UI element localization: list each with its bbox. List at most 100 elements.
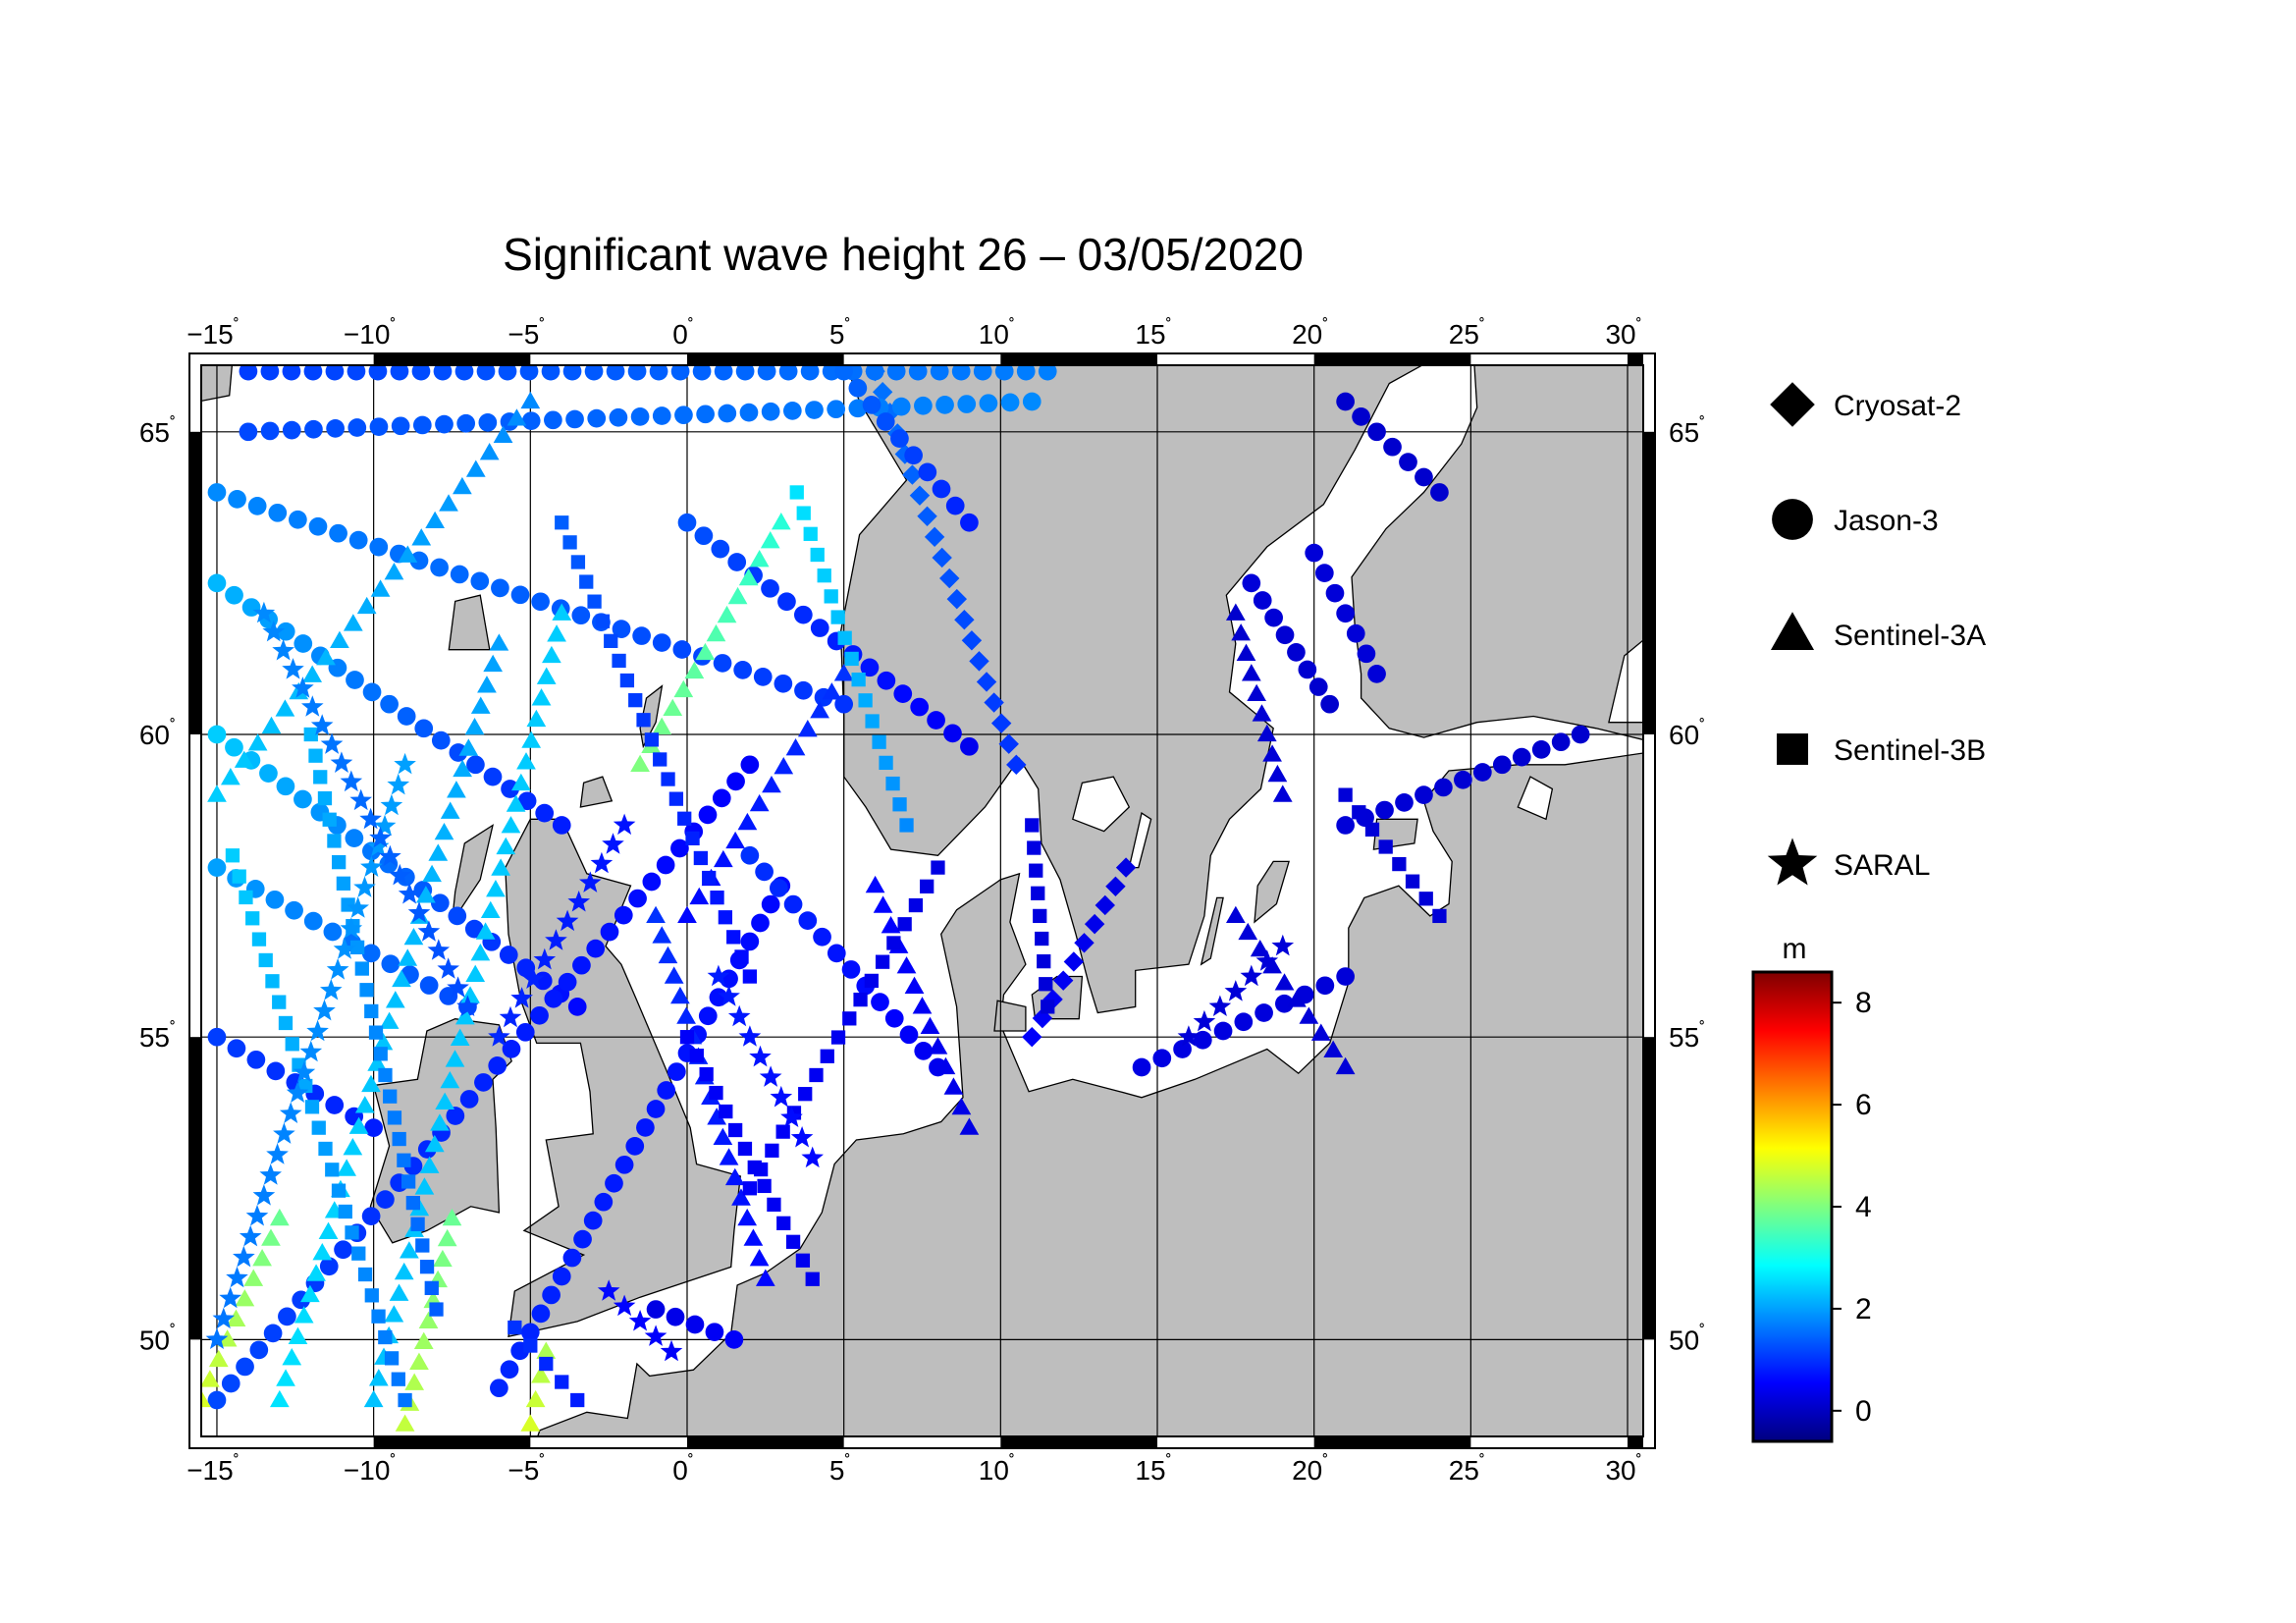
data-point [226,1309,246,1326]
data-point [392,1131,406,1147]
data-point [939,568,960,589]
data-point [884,1008,904,1028]
data-point [824,589,838,604]
data-point [761,578,779,598]
data-point [740,845,760,865]
data-point [490,1379,508,1398]
data-point [282,365,301,381]
data-point [573,1229,592,1249]
data-point [908,365,928,381]
data-point [510,987,533,1008]
data-point [544,989,563,1008]
data-point [918,462,937,482]
data-point [679,1030,695,1045]
data-point [332,854,347,870]
data-point [364,1288,379,1303]
data-point [433,1249,453,1268]
lon-tick-label-top: 5˚ [829,316,851,350]
data-point [539,1356,554,1372]
data-point [245,911,260,926]
data-point [387,773,410,795]
lat-tick-label-left: 50˚ [139,1322,176,1355]
data-point [848,378,868,398]
data-point [668,791,684,806]
data-point [714,365,733,381]
data-point [531,1366,551,1383]
data-point [414,1177,435,1195]
data-point [470,571,490,591]
data-point [727,1122,743,1138]
data-point [445,1050,465,1067]
data-point [226,1266,248,1288]
colorbar-tick-label: 8 [1855,987,1872,1019]
data-point [239,890,253,905]
data-point [299,1040,323,1062]
data-point [718,910,733,925]
data-point [1287,990,1307,1007]
data-point [437,957,459,979]
data-point [910,697,930,717]
data-point [268,503,288,522]
data-point [330,751,353,773]
data-point [201,1389,211,1408]
legend-label: Jason-3 [1834,505,1939,537]
data-point [1193,1009,1216,1032]
data-point [630,754,650,772]
data-point [1367,665,1386,683]
data-point [969,651,989,672]
data-point [303,365,323,381]
data-point [785,738,806,756]
data-point [1352,407,1370,426]
data-point [667,1062,686,1081]
data-point [552,1267,571,1286]
data-point [440,1070,460,1089]
data-point [510,773,531,791]
data-point [685,1315,705,1334]
data-point [780,1106,803,1127]
data-point [908,897,924,913]
data-point [521,967,545,989]
lat-tick-label-right: 50˚ [1669,1322,1705,1355]
lat-tick-label-right: 65˚ [1669,414,1705,448]
data-point [409,1352,429,1370]
data-point [769,879,788,897]
data-point [790,1126,814,1148]
data-point [376,1190,395,1209]
data-point [777,592,796,612]
data-point [673,679,694,698]
data-point [810,701,829,719]
data-point [447,781,466,798]
data-point [742,1181,757,1196]
data-point [749,549,770,568]
data-point [276,1369,295,1386]
data-point [652,926,672,944]
data-point [320,979,343,1001]
data-point [453,476,472,495]
data-point [207,1027,227,1047]
data-point [1231,623,1252,641]
colorbar-tick-label: 4 [1855,1191,1872,1223]
data-point [1053,970,1074,991]
data-point [927,711,945,730]
data-point [570,1392,585,1408]
data-point [689,1049,704,1063]
data-point [439,494,458,512]
data-point [325,365,345,381]
data-point [1256,724,1277,742]
data-point [1315,976,1335,996]
data-point [349,788,372,811]
data-point [379,844,401,867]
data-point [1025,818,1040,833]
data-point [521,730,542,748]
data-point [844,651,859,667]
data-point [663,698,683,717]
data-point [755,1269,775,1286]
data-point [507,1320,522,1335]
data-point [562,1248,582,1268]
data-point [359,807,382,830]
data-point [1275,625,1295,645]
data-point [1252,704,1272,722]
data-point [413,1331,434,1349]
data-point [440,801,460,819]
